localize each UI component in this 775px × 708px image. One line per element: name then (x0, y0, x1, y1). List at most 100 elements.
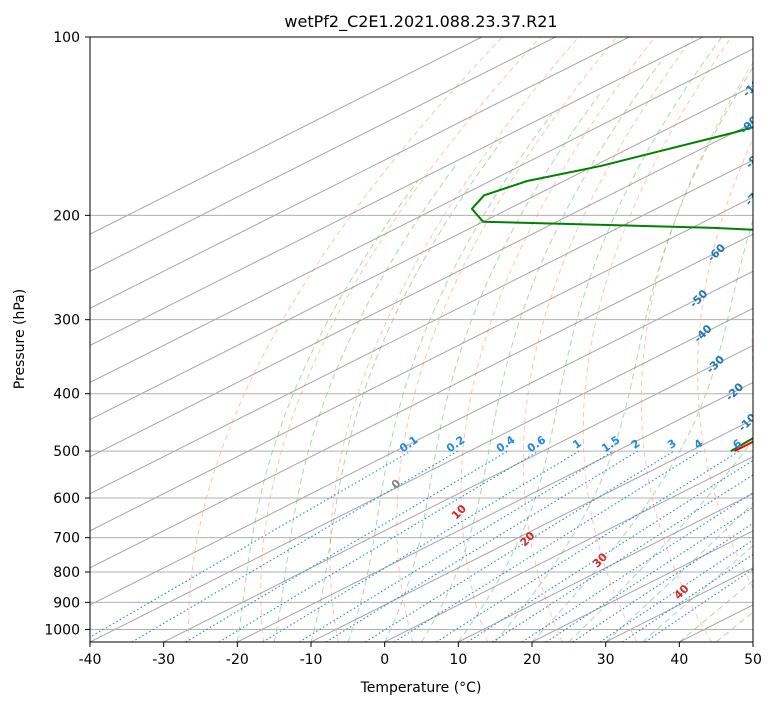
mixing-ratio-line (365, 450, 675, 642)
mixing-ratio-label: 0.1 (397, 433, 420, 455)
moist-adiabat-line (347, 113, 553, 642)
y-tick-label: 800 (53, 565, 80, 581)
y-tick-label: 400 (53, 387, 80, 403)
y-tick-label: 600 (53, 491, 80, 507)
isotherm-line (384, 456, 753, 642)
isotherm-label: -60 (705, 241, 728, 264)
mixing-ratio-label: 1.5 (599, 433, 622, 455)
isotherm-line (458, 493, 753, 642)
isotherm-line (90, 307, 753, 642)
mixing-ratio-line (491, 474, 753, 642)
y-tick-label: 700 (53, 531, 80, 547)
isotherm-label: -100 (740, 71, 769, 100)
chart-title: wetPf2_C2E1.2021.088.23.37.R21 (284, 12, 557, 32)
mixing-ratio-line (644, 568, 753, 642)
x-tick-label: 10 (449, 652, 467, 668)
mixing-ratio-line (185, 450, 508, 642)
moist-adiabat-line (568, 439, 753, 642)
dry-adiabat-label: 20 (518, 529, 538, 549)
y-axis-label: Pressure (hPa) (12, 289, 28, 389)
mixing-ratio-line (393, 450, 701, 642)
plot-area: -100-90-80-70-60-50-40-30-20-100.1 0.2 0.4… (44, 30, 769, 668)
isotherm-label: -70 (743, 185, 766, 208)
dry-adiabat-line (751, 309, 753, 380)
mixing-ratio-line (467, 459, 753, 642)
dry-adiabat-label: 10 (449, 502, 469, 522)
dry-adiabat-line (260, 37, 541, 642)
moist-adiabat-line (273, 165, 456, 642)
y-tick-label: 900 (53, 595, 80, 611)
moist-adiabat-line (236, 180, 419, 642)
mixing-ratio-line (298, 450, 614, 642)
isotherm-line (90, 196, 753, 532)
mixing-ratio-label: 3 (665, 437, 679, 452)
x-tick-label: -10 (300, 652, 323, 668)
y-tick-label: 100 (53, 30, 80, 46)
dry-adiabat-label: 40 (672, 582, 692, 602)
isotherm-label: -90 (738, 113, 761, 136)
moist-adiabat-line (310, 141, 502, 642)
x-tick-label: -40 (79, 652, 102, 668)
x-tick-label: -30 (152, 652, 175, 668)
y-tick-label: 200 (53, 208, 80, 224)
moist-adiabat-line (457, 37, 723, 642)
x-tick-label: 30 (597, 652, 615, 668)
mixing-ratio-label: 1 (570, 437, 584, 452)
isotherm-line (90, 270, 753, 606)
moist-adiabat-line (642, 544, 753, 642)
isotherm-line (90, 122, 753, 458)
isotherm-line (90, 159, 753, 495)
isotherm-line (531, 530, 753, 642)
isotherm-line (310, 418, 753, 642)
x-tick-label: 0 (380, 652, 389, 668)
mixing-ratio-line (599, 539, 753, 642)
dry-adiabat-line (640, 61, 753, 642)
dry-adiabat-line (582, 37, 732, 642)
plot-clip-group: -100-90-80-70-60-50-40-30-20-100.1 0.2 0.4… (90, 37, 769, 642)
isotherm-label: -20 (723, 380, 746, 403)
moist-adiabat-line (531, 218, 753, 642)
isotherm-line (237, 381, 753, 642)
mixing-ratio-line (622, 553, 753, 642)
mixing-ratio-line (545, 506, 753, 642)
x-tick-label: 40 (670, 652, 688, 668)
dry-adiabat-line (697, 137, 753, 589)
mixing-ratio-line (218, 450, 539, 642)
dry-adiabat-line (188, 37, 503, 642)
isotherm-line (752, 641, 753, 642)
moist-adiabat-line (494, 66, 753, 642)
isotherm-line (90, 37, 704, 346)
y-tick-label: 1000 (44, 622, 80, 638)
dry-adiabat-line (329, 37, 580, 642)
mixing-ratio-line (262, 450, 580, 642)
moist-adiabat-line (421, 61, 662, 642)
x-tick-label: 20 (523, 652, 541, 668)
mixing-ratio-line (90, 450, 412, 638)
dry-adiabat-line (396, 37, 618, 642)
y-tick-label: 300 (53, 313, 80, 329)
moist-adiabat-line (605, 502, 753, 642)
isotherm-line (90, 37, 630, 309)
dry-adiabat-line (460, 37, 656, 642)
isotherm-line (90, 37, 556, 272)
dewpoint-trace (470, 126, 753, 452)
mixing-ratio-line (325, 450, 638, 642)
x-axis-label: Temperature (°C) (360, 680, 482, 696)
y-tick-label: 500 (53, 444, 80, 460)
isotherm-label: -10 (736, 411, 759, 434)
moist-adiabat-line (384, 94, 600, 642)
mixing-ratio-line (436, 450, 740, 642)
isotherm-line (90, 85, 753, 421)
isotherm-label: -50 (687, 287, 710, 310)
dry-adiabat-line (522, 37, 694, 642)
moist-adiabat-line (678, 579, 753, 642)
plot-frame (89, 36, 754, 643)
isotherm-line (90, 48, 753, 384)
isotherm-label: -30 (704, 353, 727, 376)
isotherm-label: -40 (691, 322, 714, 345)
x-tick-label: -20 (226, 652, 249, 668)
isotherm-label: -80 (743, 148, 766, 171)
isotherm-line (163, 344, 753, 642)
isotherm-line (90, 233, 753, 569)
